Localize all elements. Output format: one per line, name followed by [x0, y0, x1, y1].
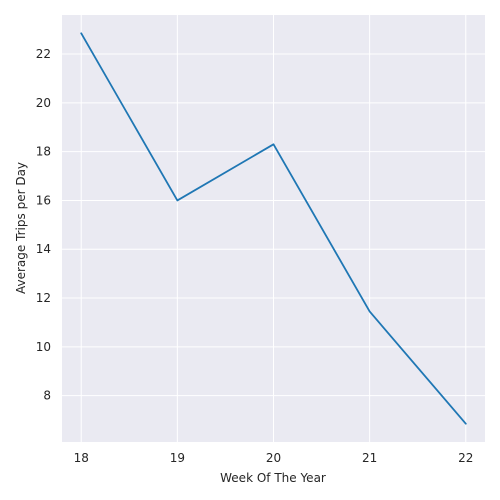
x-tick-label: 21 [362, 451, 377, 465]
y-tick-label: 10 [36, 340, 51, 354]
y-tick-label: 16 [36, 193, 51, 207]
x-tick-label: 18 [74, 451, 89, 465]
y-tick-label: 18 [36, 145, 51, 159]
series-line [80, 32, 467, 425]
x-tick-labels: 18 19 20 21 22 [74, 451, 474, 465]
y-tick-label: 14 [36, 242, 51, 256]
x-tick-label: 20 [266, 451, 281, 465]
x-axis-label: Week Of The Year [220, 471, 326, 485]
grid-lines [62, 15, 485, 442]
y-tick-labels: 8 10 12 14 16 18 20 22 [36, 47, 51, 403]
y-axis-label: Average Trips per Day [14, 162, 28, 294]
x-tick-label: 22 [458, 451, 473, 465]
y-tick-label: 20 [36, 96, 51, 110]
y-tick-label: 12 [36, 291, 51, 305]
y-tick-label: 22 [36, 47, 51, 61]
x-tick-label: 19 [170, 451, 185, 465]
y-tick-label: 8 [43, 389, 51, 403]
